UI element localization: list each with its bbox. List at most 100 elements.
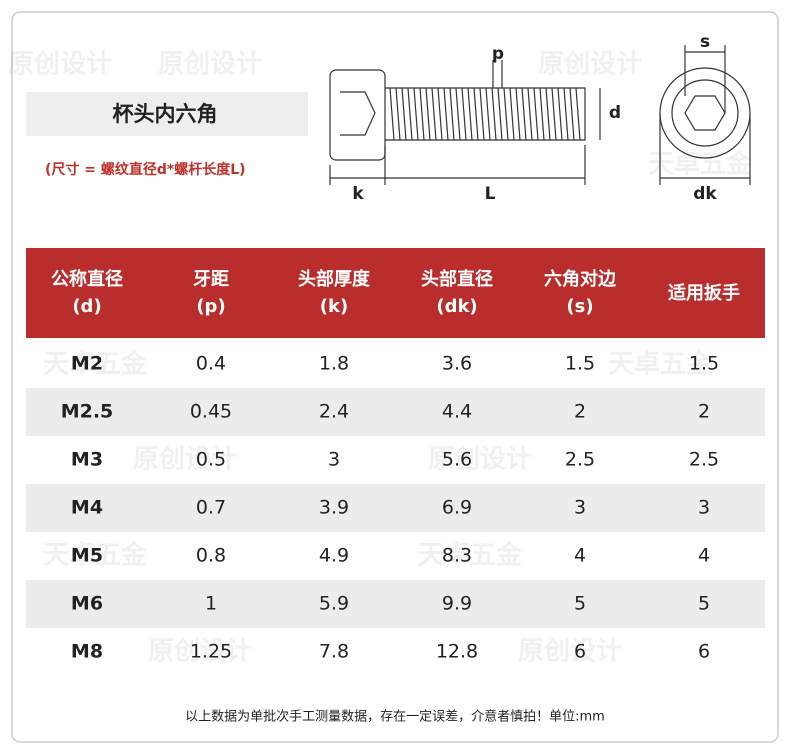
thread xyxy=(515,87,521,141)
note: (尺寸 = 螺纹直径d*螺杆长度L) xyxy=(45,161,246,178)
thread xyxy=(473,87,479,141)
cell: 1.25 xyxy=(190,641,232,663)
thread xyxy=(443,87,449,141)
cell: 4 xyxy=(574,545,586,567)
cell: 2 xyxy=(698,401,710,423)
cell: M2 xyxy=(71,353,103,375)
thread xyxy=(569,87,575,141)
thread xyxy=(419,87,425,141)
header-cell: 头部直径 xyxy=(421,268,493,290)
cell: M8 xyxy=(71,641,103,663)
screw-head xyxy=(329,69,386,161)
watermark: 原创设计 xyxy=(158,50,262,80)
label-l: L xyxy=(485,184,496,204)
cell: 2.5 xyxy=(565,449,595,471)
thread xyxy=(407,87,413,141)
thread xyxy=(521,87,527,141)
label-s: s xyxy=(700,32,710,52)
thread xyxy=(557,87,563,141)
cell: 3 xyxy=(328,449,340,471)
thread xyxy=(425,87,431,141)
thread xyxy=(545,87,551,141)
thread xyxy=(455,87,461,141)
thread xyxy=(485,87,491,141)
table: 公称直径 (d) 牙距 (p) 头部厚度 (k) 头部直径 (dk) 六角对边 (s) 适用扳手 M2… xyxy=(26,268,765,663)
header-cell: (s) xyxy=(566,296,593,317)
cell: 0.45 xyxy=(190,401,232,423)
watermark: 原创设计 xyxy=(428,445,532,475)
thread xyxy=(527,87,533,141)
cell: 5 xyxy=(698,593,710,615)
thread xyxy=(491,87,497,141)
watermark: 天卓五金 xyxy=(418,540,523,571)
cell: M6 xyxy=(71,593,103,615)
footer: 以上数据为单批次手工测量数据，存在一定误差，介意者慎拍！单位:mm xyxy=(185,709,605,725)
thread xyxy=(497,87,503,141)
thread xyxy=(413,87,419,141)
header-cell: (dk) xyxy=(436,296,477,317)
cell: M3 xyxy=(71,449,103,471)
header-cell: (k) xyxy=(320,296,348,317)
cell: M5 xyxy=(71,545,103,567)
cell: 1 xyxy=(205,593,217,615)
header-cell: 公称直径 xyxy=(51,268,123,290)
thread xyxy=(467,87,473,141)
thread xyxy=(401,87,407,141)
thread xyxy=(509,87,515,141)
watermark: 原创设计 xyxy=(133,445,237,475)
label-dk: dk xyxy=(693,184,717,204)
cell: 4.9 xyxy=(319,545,349,567)
header-cell: (p) xyxy=(196,296,225,317)
cell: 5.6 xyxy=(442,449,472,471)
cell: 12.8 xyxy=(436,641,478,663)
cell: 5.9 xyxy=(319,593,349,615)
cell: 0.4 xyxy=(196,353,226,375)
cell: 3 xyxy=(698,497,710,519)
cell: 3.9 xyxy=(319,497,349,519)
title: 杯头内六角 xyxy=(113,102,218,126)
thread xyxy=(563,87,569,141)
header-cell: 牙距 xyxy=(193,269,229,290)
cell: 0.7 xyxy=(196,497,226,519)
title-box xyxy=(26,92,308,136)
thread xyxy=(461,87,467,141)
cell: 9.9 xyxy=(442,593,472,615)
cell: M2.5 xyxy=(61,401,114,423)
cell: 0.5 xyxy=(196,449,226,471)
cell: 6 xyxy=(698,641,710,663)
watermark: 原创设计 xyxy=(8,50,112,80)
label-k: k xyxy=(352,184,364,204)
header-cell: 头部厚度 xyxy=(298,268,371,290)
cell: 2 xyxy=(574,401,586,423)
thread xyxy=(575,87,581,141)
label-p: p xyxy=(492,44,504,64)
screw-diagram xyxy=(329,45,751,185)
table-header xyxy=(26,248,765,338)
hex xyxy=(684,95,726,131)
cell: 1.5 xyxy=(565,353,595,375)
label-d: d xyxy=(609,103,621,123)
row-band xyxy=(26,388,765,436)
watermark: 原创设计 xyxy=(148,637,252,667)
thread xyxy=(437,87,443,141)
thread xyxy=(449,87,455,141)
thread xyxy=(551,87,557,141)
cell: 2.5 xyxy=(689,449,719,471)
thread xyxy=(395,87,401,141)
cell: 3 xyxy=(574,497,586,519)
header-cell: 六角对边 xyxy=(544,268,617,290)
cell: 4.4 xyxy=(442,401,472,423)
cell: 2.4 xyxy=(319,401,349,423)
thread xyxy=(539,87,545,141)
watermark: 天卓五金 xyxy=(43,349,148,380)
thread xyxy=(503,87,509,141)
watermark: 天卓五金 xyxy=(43,540,148,571)
thread xyxy=(479,87,485,141)
header-cell: (d) xyxy=(72,296,101,317)
row-band xyxy=(26,580,765,628)
cell: M4 xyxy=(71,497,103,519)
cell: 6 xyxy=(574,641,586,663)
cell: 8.3 xyxy=(442,545,472,567)
